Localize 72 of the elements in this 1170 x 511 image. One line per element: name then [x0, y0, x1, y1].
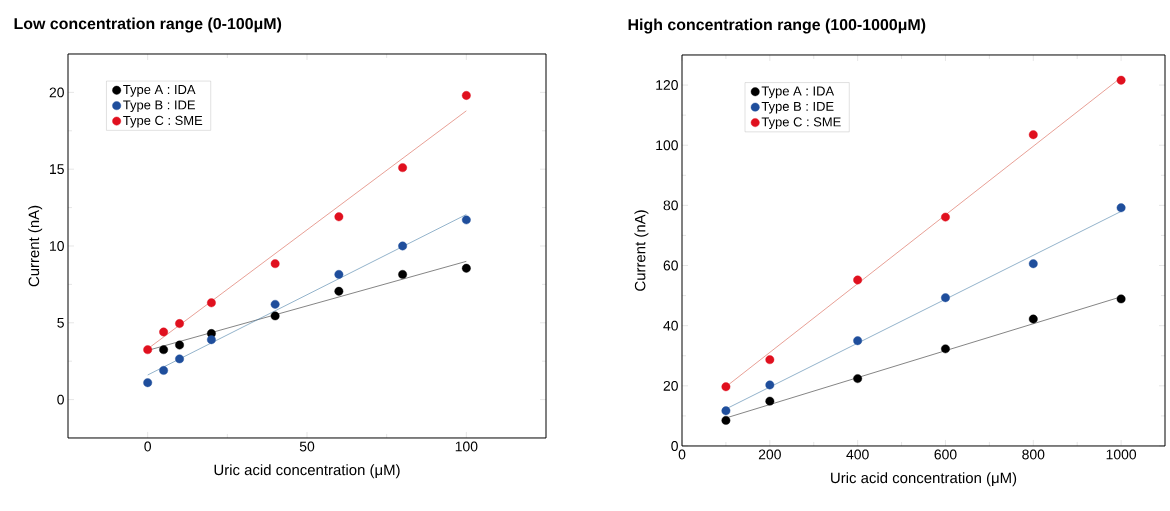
point [207, 335, 216, 345]
y-tick-label: 100 [656, 140, 678, 151]
point [159, 366, 169, 375]
point [853, 374, 863, 384]
point [721, 416, 731, 425]
point [175, 319, 184, 328]
point [398, 163, 408, 173]
y-tick-label: 15 [50, 164, 64, 175]
point [1028, 314, 1038, 324]
point [1116, 294, 1126, 304]
x-axis-title: Uric acid concentration (μM) [214, 464, 400, 479]
point [765, 396, 775, 406]
legend-label: Type B : IDE [123, 100, 195, 113]
point [175, 340, 184, 350]
y-tick-label: 20 [49, 87, 64, 98]
x-tick-label: 100 [455, 441, 478, 452]
x-tick-label: 1000 [1106, 449, 1137, 460]
point [270, 311, 280, 321]
point [721, 382, 731, 392]
y-tick-label: 60 [663, 260, 678, 271]
point [721, 406, 731, 416]
y-axis-title: Current (nA) [28, 205, 43, 287]
point [1116, 203, 1126, 213]
y-tick-label: 20 [663, 380, 678, 391]
point [159, 345, 169, 355]
point [334, 270, 344, 279]
legend-label: Type A : IDA [761, 86, 835, 99]
point [270, 259, 280, 269]
point [1028, 130, 1038, 140]
x-tick-label: 50 [299, 441, 315, 452]
point [334, 286, 344, 296]
point [461, 91, 471, 100]
x-tick-label: 600 [934, 449, 957, 460]
point [175, 354, 184, 364]
x-tick-label: 800 [1022, 449, 1045, 460]
point [941, 212, 950, 222]
point [143, 378, 153, 388]
point [461, 263, 471, 273]
y-tick-label: 5 [57, 317, 64, 328]
point [334, 212, 344, 222]
x-axis-title: Uric acid concentration (μM) [831, 472, 1017, 487]
x-tick-label: 200 [758, 449, 781, 460]
point [765, 380, 775, 390]
y-tick-label: 120 [656, 80, 678, 90]
x-tick-label: 0 [678, 449, 686, 460]
point [398, 270, 408, 279]
point [143, 345, 153, 355]
point [765, 355, 775, 365]
point [270, 299, 280, 309]
legend-label: Type A : IDA [123, 85, 196, 97]
point [853, 336, 863, 346]
point [1116, 75, 1126, 85]
y-axis-title: Current (nA) [634, 210, 649, 291]
point [941, 344, 950, 354]
point [461, 215, 471, 225]
point [159, 327, 169, 337]
point [853, 275, 863, 285]
y-tick-label: 10 [50, 241, 64, 251]
point [1028, 259, 1038, 269]
y-tick-label: 80 [663, 200, 678, 211]
x-tick-label: 400 [846, 449, 869, 460]
point [207, 298, 216, 308]
legend-label: Type B : IDE [761, 101, 834, 114]
legend-label: Type C : SME [123, 115, 203, 128]
y-tick-label: 40 [663, 320, 678, 331]
point [398, 241, 408, 251]
y-tick-label: 0 [57, 394, 64, 405]
legend-label: Type C : SME [761, 117, 841, 130]
x-tick-label: 0 [144, 441, 152, 452]
chart-title: High concentration range (100-1000μM) [628, 18, 926, 34]
chart-title: Low concentration range (0-100μM) [14, 17, 282, 33]
point [941, 293, 950, 303]
